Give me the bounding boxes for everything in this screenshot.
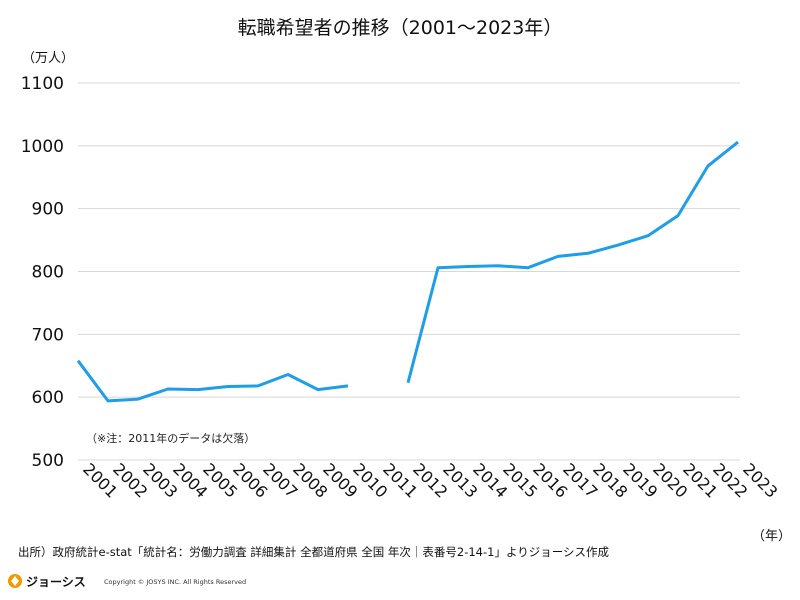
grid-lines [78, 82, 740, 461]
y-axis-ticks: 500 600 700 800 900 1000 1100 [21, 74, 64, 471]
series-line-segment-1 [76, 359, 349, 403]
chart-title: 転職希望者の推移（2001〜2023年） [238, 17, 563, 39]
josys-logo: ジョーシス [8, 574, 86, 589]
brand-name: ジョーシス [26, 575, 86, 589]
copyright: Copyright © JOSYS INC. All Rights Reserv… [104, 578, 246, 586]
y-tick-label: 1000 [21, 137, 64, 157]
x-axis-ticks: 2001200220032004200520062007200820092010… [79, 459, 781, 501]
y-tick-label: 900 [32, 200, 64, 220]
series-lines [76, 140, 739, 403]
series-line-segment-2 [406, 140, 739, 384]
logo-mark-inner-icon [11, 576, 19, 586]
missing-data-note: （※注：2011年のデータは欠落） [86, 431, 255, 445]
y-axis-unit-label: （万人） [22, 51, 74, 66]
source-note: 出所）政府統計e-stat「統計名：労働力調査 詳細集計 全都道府県 全国 年次… [18, 545, 610, 559]
y-tick-label: 700 [32, 325, 64, 345]
x-tick-label: 2023 [739, 459, 781, 501]
y-tick-label: 800 [32, 263, 64, 283]
y-tick-label: 600 [32, 388, 64, 408]
y-tick-label: 500 [32, 451, 64, 471]
y-tick-label: 1100 [21, 74, 64, 94]
x-axis-unit-label: （年） [752, 529, 791, 544]
